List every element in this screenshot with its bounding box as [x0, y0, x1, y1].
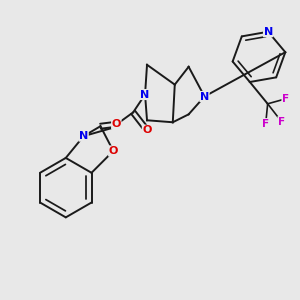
Text: F: F: [282, 94, 289, 104]
Text: O: O: [109, 146, 118, 156]
Text: N: N: [79, 131, 88, 141]
Text: O: O: [142, 125, 152, 135]
Text: N: N: [263, 27, 273, 37]
Text: F: F: [278, 117, 285, 127]
Text: N: N: [200, 92, 209, 101]
Text: N: N: [140, 89, 150, 100]
Text: F: F: [262, 118, 269, 129]
Text: O: O: [112, 119, 121, 129]
